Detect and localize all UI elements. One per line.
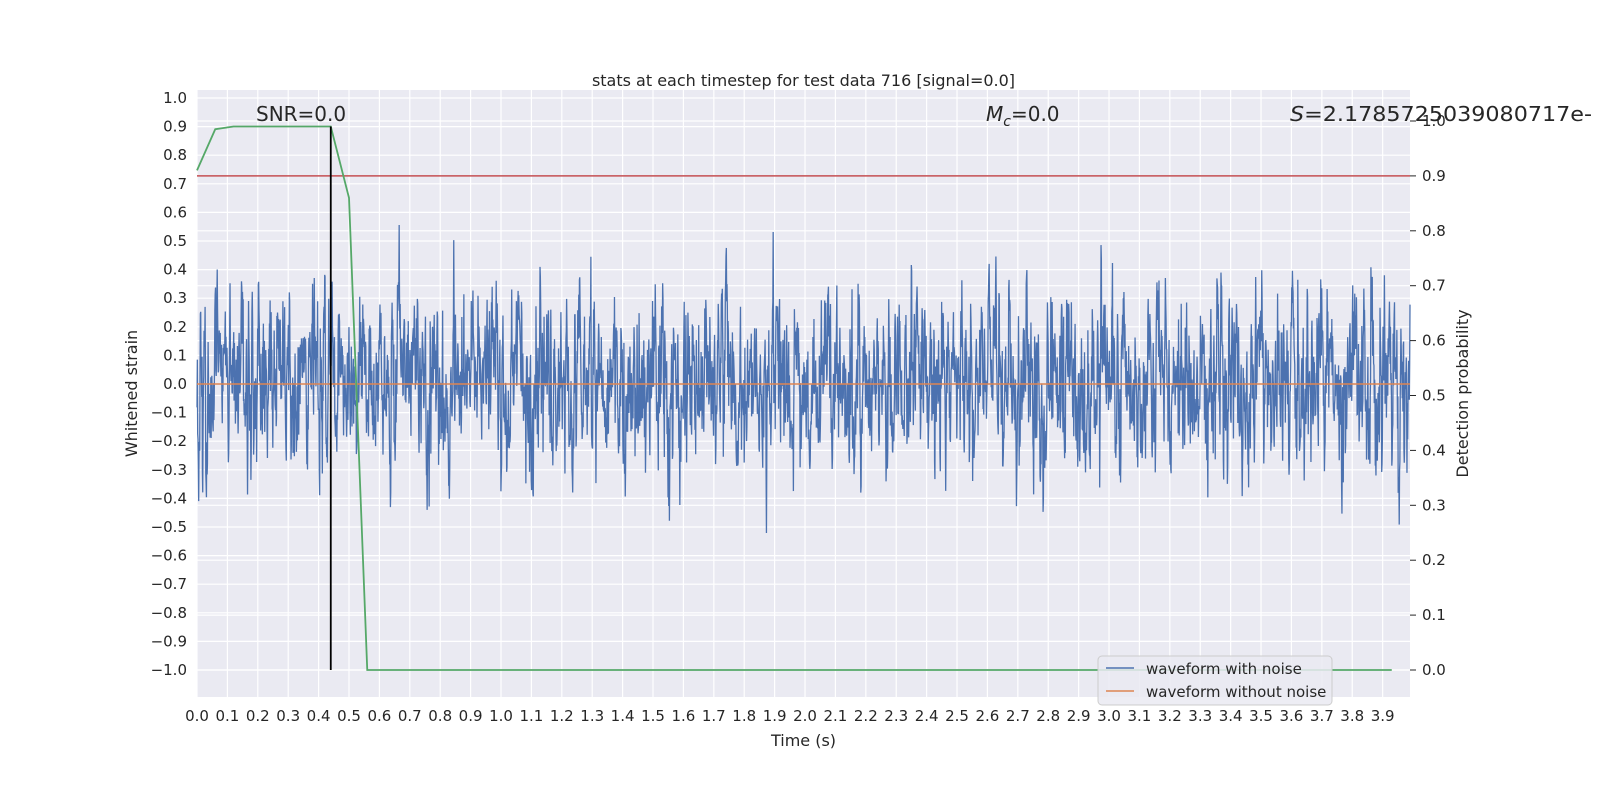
legend: waveform with noise waveform without noi… bbox=[1097, 655, 1333, 706]
x-tick-label: 0.6 bbox=[367, 707, 391, 725]
detection-probability-line bbox=[196, 125, 1392, 671]
y-tick-label: 0.1 bbox=[163, 346, 187, 364]
y-tick-label: 0.4 bbox=[163, 261, 187, 279]
x-tick-label: 0.8 bbox=[428, 707, 452, 725]
y-tick-label: −0.6 bbox=[151, 547, 187, 565]
x-tick-label: 1.3 bbox=[580, 707, 604, 725]
y-tick-label: 0.3 bbox=[163, 289, 187, 307]
y2-tick-label: 0.0 bbox=[1422, 661, 1446, 679]
s-symbol: S bbox=[1290, 102, 1304, 126]
x-tick-label: 0.1 bbox=[215, 707, 239, 725]
x-tick-label: 1.4 bbox=[611, 707, 635, 725]
y2-tick-label: 1.0 bbox=[1422, 112, 1446, 130]
x-tick-label: 0.2 bbox=[246, 707, 270, 725]
y-tick-label: −0.3 bbox=[151, 461, 187, 479]
x-axis-ticks: 0.0 0.1 0.2 0.3 0.4 0.5 0.6 0.7 0.8 0.9 1.0 1.1 1.2 1… bbox=[185, 707, 1394, 725]
x-tick-label: 1.8 bbox=[732, 707, 756, 725]
x-tick-label: 0.5 bbox=[337, 707, 361, 725]
x-tick-label: 3.7 bbox=[1310, 707, 1334, 725]
x-tick-label: 1.0 bbox=[489, 707, 513, 725]
x-tick-label: 2.5 bbox=[945, 707, 969, 725]
y-tick-label: −0.7 bbox=[151, 575, 187, 593]
x-tick-label: 0.0 bbox=[185, 707, 209, 725]
s-annotation: S=2.178572503908071​7e- bbox=[1290, 102, 1592, 126]
waveform-with-noise-line bbox=[196, 225, 1411, 533]
x-tick-label: 3.2 bbox=[1158, 707, 1182, 725]
x-tick-label: 3.6 bbox=[1280, 707, 1304, 725]
x-tick-label: 1.1 bbox=[519, 707, 543, 725]
mc-annotation: Mc=0.0 bbox=[986, 102, 1060, 130]
x-tick-label: 3.0 bbox=[1097, 707, 1121, 725]
y-tick-label: −0.9 bbox=[151, 632, 187, 650]
x-tick-label: 2.4 bbox=[915, 707, 939, 725]
x-tick-label: 2.9 bbox=[1067, 707, 1091, 725]
y-tick-label: 0.8 bbox=[163, 146, 187, 164]
series-lines bbox=[196, 125, 1410, 671]
x-tick-label: 1.7 bbox=[702, 707, 726, 725]
y-tick-label: −0.8 bbox=[151, 604, 187, 622]
y-tick-label: 0.9 bbox=[163, 118, 187, 136]
legend-label-waveform-with-noise: waveform with noise bbox=[1146, 660, 1302, 678]
x-tick-label: 1.9 bbox=[763, 707, 787, 725]
mc-symbol: M bbox=[986, 102, 1003, 126]
y-tick-label: 0.5 bbox=[163, 232, 187, 250]
x-tick-label: 0.3 bbox=[276, 707, 300, 725]
y2-axis-ticks: 1.0 0.9 0.8 0.7 0.6 0.5 0.4 0.3 0.2 0.1 0.0 bbox=[1410, 112, 1446, 679]
y-tick-label: 0.2 bbox=[163, 318, 187, 336]
legend-box bbox=[1097, 655, 1333, 706]
x-tick-label: 2.2 bbox=[854, 707, 878, 725]
x-axis-label: Time (s) bbox=[770, 731, 836, 750]
legend-label-waveform-without-noise: waveform without noise bbox=[1146, 683, 1326, 701]
x-tick-label: 0.9 bbox=[459, 707, 483, 725]
x-tick-label: 1.6 bbox=[671, 707, 695, 725]
y-tick-label: 0.6 bbox=[163, 203, 187, 221]
x-tick-label: 3.9 bbox=[1371, 707, 1395, 725]
x-tick-label: 1.5 bbox=[641, 707, 665, 725]
y2-tick-label: 0.8 bbox=[1422, 222, 1446, 240]
y-tick-label: 0.0 bbox=[163, 375, 187, 393]
y2-tick-label: 0.6 bbox=[1422, 332, 1446, 350]
y-axis-ticks: 1.0 0.9 0.8 0.7 0.6 0.5 0.4 0.3 0.2 0.1 0.0 −0.1 −0.… bbox=[151, 89, 187, 679]
x-tick-label: 3.8 bbox=[1340, 707, 1364, 725]
x-tick-label: 2.7 bbox=[1006, 707, 1030, 725]
y2-tick-label: 0.5 bbox=[1422, 387, 1446, 405]
x-tick-label: 2.0 bbox=[793, 707, 817, 725]
y2-tick-label: 0.1 bbox=[1422, 606, 1446, 624]
y-tick-label: −0.2 bbox=[151, 432, 187, 450]
snr-annotation: SNR=0.0 bbox=[256, 102, 346, 126]
y-tick-label: −0.5 bbox=[151, 518, 187, 536]
x-tick-label: 2.3 bbox=[884, 707, 908, 725]
x-tick-label: 2.1 bbox=[823, 707, 847, 725]
x-tick-label: 3.3 bbox=[1188, 707, 1212, 725]
chart-title: stats at each timestep for test data 716… bbox=[592, 71, 1015, 90]
x-tick-label: 1.2 bbox=[550, 707, 574, 725]
x-tick-label: 2.6 bbox=[975, 707, 999, 725]
x-tick-label: 3.1 bbox=[1128, 707, 1152, 725]
s-value: =2.178572503908071​7e- bbox=[1304, 102, 1592, 126]
mc-value: =0.0 bbox=[1011, 102, 1060, 126]
y2-tick-label: 0.9 bbox=[1422, 167, 1446, 185]
y-tick-label: −0.1 bbox=[151, 404, 187, 422]
y2-tick-label: 0.3 bbox=[1422, 496, 1446, 514]
y-tick-label: 0.7 bbox=[163, 175, 187, 193]
x-tick-label: 3.4 bbox=[1219, 707, 1243, 725]
x-tick-label: 2.8 bbox=[1036, 707, 1060, 725]
y2-axis-label: Detection probability bbox=[1453, 309, 1472, 477]
y-axis-label: Whitened strain bbox=[122, 330, 141, 457]
x-tick-label: 0.7 bbox=[398, 707, 422, 725]
y2-tick-label: 0.4 bbox=[1422, 441, 1446, 459]
y2-tick-label: 0.2 bbox=[1422, 551, 1446, 569]
x-tick-label: 0.4 bbox=[307, 707, 331, 725]
y2-tick-label: 0.7 bbox=[1422, 277, 1446, 295]
series-waveform-with-noise bbox=[196, 225, 1411, 533]
y-tick-label: −0.4 bbox=[151, 489, 187, 507]
mc-subscript: c bbox=[1003, 114, 1011, 130]
y-tick-label: −1.0 bbox=[151, 661, 187, 679]
y-tick-label: 1.0 bbox=[163, 89, 187, 107]
x-tick-label: 3.5 bbox=[1249, 707, 1273, 725]
